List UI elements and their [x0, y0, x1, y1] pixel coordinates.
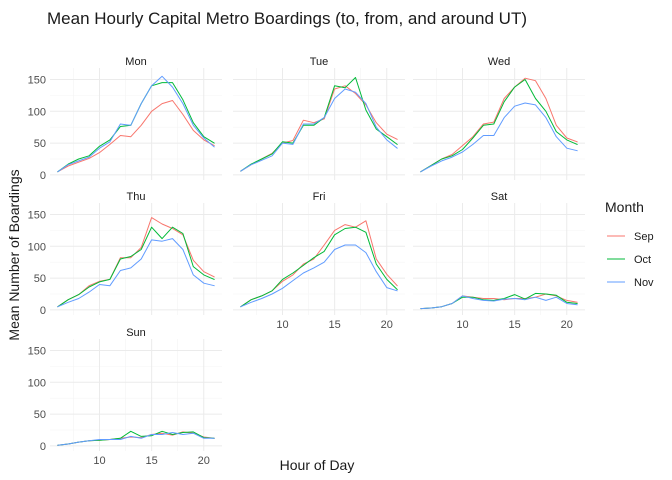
y-tick-label: 150: [28, 74, 46, 86]
panel-strip-tue: Tue: [310, 56, 329, 68]
legend-label-oct: Oct: [634, 254, 651, 266]
series-line-thu-nov: [57, 238, 215, 308]
panel-strip-sun: Sun: [126, 327, 146, 339]
panel-strip-fri: Fri: [313, 191, 326, 203]
x-tick-label: 15: [146, 455, 158, 467]
series-line-fri-oct: [240, 226, 398, 308]
y-tick-label: 0: [40, 170, 46, 182]
panel-strip-wed: Wed: [488, 56, 510, 68]
panel-thu: Thu 0 50 100 150: [28, 191, 222, 317]
y-tick-label: 0: [40, 441, 46, 453]
y-tick-label: 100: [28, 106, 46, 118]
legend: Month Sep Oct Nov: [605, 199, 654, 289]
y-axis-label: Mean Number of Boardings: [6, 169, 22, 340]
x-tick-label: 20: [198, 455, 210, 467]
series-line-wed-oct: [420, 79, 578, 173]
panel-fri: Fri 10 15 20: [233, 191, 405, 331]
legend-item-oct: Oct: [607, 254, 651, 266]
legend-title: Month: [605, 199, 644, 215]
panel-tue: Tue: [233, 56, 405, 180]
chart-title: Mean Hourly Capital Metro Boardings (to,…: [47, 9, 527, 28]
series-line-sun-nov: [57, 432, 215, 446]
x-tick-label: 20: [561, 319, 573, 331]
legend-item-nov: Nov: [607, 277, 654, 289]
panel-strip-thu: Thu: [127, 191, 146, 203]
y-tick-label: 100: [28, 377, 46, 389]
legend-label-sep: Sep: [634, 231, 654, 243]
legend-label-nov: Nov: [634, 277, 654, 289]
y-tick-label: 50: [34, 273, 46, 285]
y-tick-label: 100: [28, 241, 46, 253]
series-line-mon-nov: [57, 75, 215, 173]
y-tick-label: 150: [28, 345, 46, 357]
panel-sat: Sat 10 15 20: [413, 191, 585, 331]
y-tick-label: 150: [28, 209, 46, 221]
x-tick-label: 10: [456, 319, 468, 331]
x-tick-label: 20: [381, 319, 393, 331]
x-tick-label: 15: [509, 319, 521, 331]
series-line-mon-sep: [57, 100, 215, 173]
panel-sun: Sun 0 50 100 150 10 15 20: [28, 327, 222, 467]
y-tick-label: 50: [34, 138, 46, 150]
series-line-wed-nov: [420, 102, 578, 173]
series-line-tue-oct: [240, 77, 398, 172]
y-tick-label: 50: [34, 409, 46, 421]
series-line-fri-nov: [240, 244, 398, 308]
y-tick-label: 0: [40, 305, 46, 317]
series-line-sat-nov: [420, 295, 578, 310]
x-tick-label: 10: [93, 455, 105, 467]
series-line-wed-sep: [420, 77, 578, 173]
panel-strip-mon: Mon: [125, 56, 146, 68]
series-line-tue-nov: [240, 88, 398, 172]
legend-item-sep: Sep: [607, 231, 654, 243]
x-tick-label: 10: [276, 319, 288, 331]
series-line-thu-oct: [57, 226, 215, 308]
x-tick-label: 15: [329, 319, 341, 331]
panel-wed: Wed: [413, 56, 585, 180]
series-line-tue-sep: [240, 85, 398, 172]
panel-mon: Mon 0 50 100 150: [28, 56, 222, 182]
x-axis-label: Hour of Day: [280, 457, 355, 473]
panel-strip-sat: Sat: [491, 191, 508, 203]
